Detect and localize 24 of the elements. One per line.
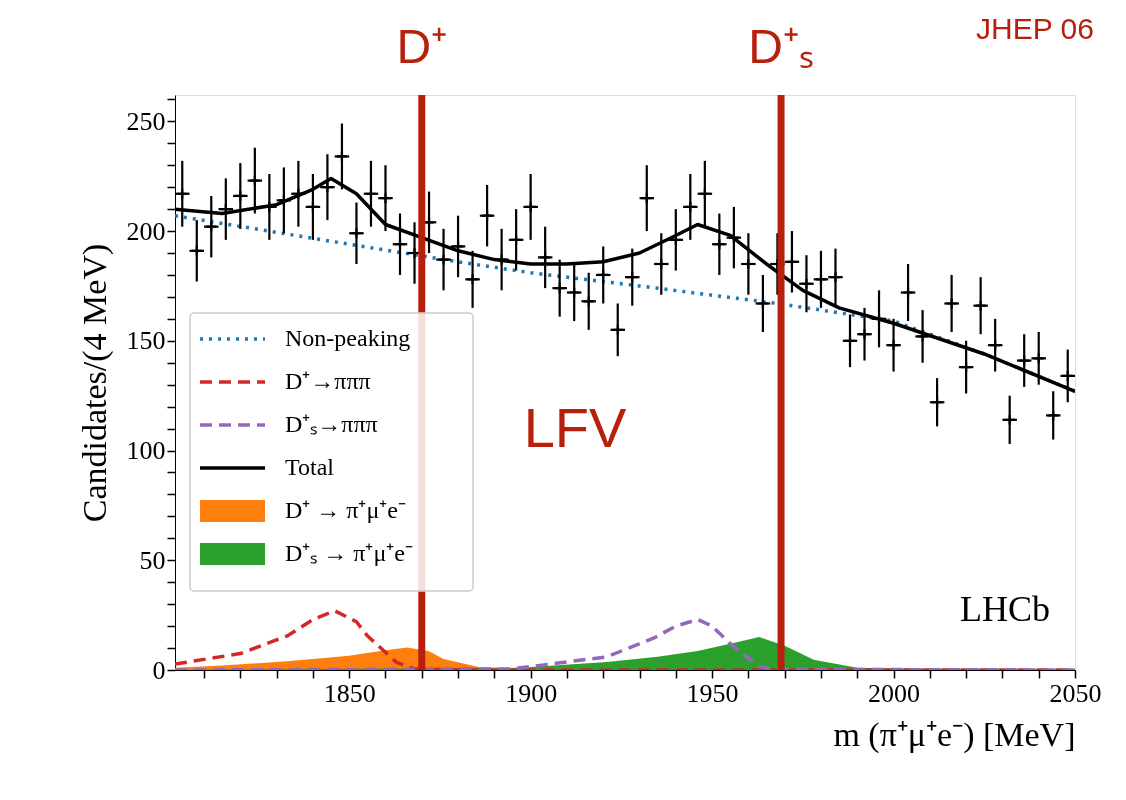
legend-label: Total [285, 454, 335, 480]
legend-label: D⁺ₛ→πππ [285, 411, 378, 437]
annotation: LHCb [960, 589, 1050, 629]
y-tick-label: 100 [126, 436, 166, 466]
x-tick-label: 1900 [505, 678, 558, 708]
y-axis-title: Candidates/(4 MeV) [75, 243, 114, 523]
y-tick-label: 150 [126, 326, 166, 356]
legend-label: D⁺ₛ → π⁺μ⁺e⁻ [285, 540, 413, 566]
x-tick-label: 2000 [868, 678, 921, 708]
legend-label: Non-peaking [285, 325, 411, 351]
ref-line-label: D⁺ₛ [748, 20, 814, 73]
y-tick-label: 200 [126, 216, 166, 246]
legend-label: D⁺ → π⁺μ⁺e⁻ [285, 497, 406, 523]
x-axis-title: m (π⁺μ⁺e⁻) [MeV] [833, 715, 1076, 754]
x-tick-label: 2050 [1049, 678, 1102, 708]
y-tick-label: 0 [152, 655, 166, 685]
legend-label: D⁺→πππ [285, 368, 371, 394]
y-tick-label: 250 [126, 106, 166, 136]
text: JHEP 06 [976, 12, 1094, 45]
y-tick-label: 50 [139, 545, 166, 575]
x-tick-label: 1950 [686, 678, 739, 708]
x-tick-label: 1850 [323, 678, 376, 708]
ref-line-label: D⁺ [396, 20, 448, 73]
annotation: LFV [523, 396, 627, 459]
